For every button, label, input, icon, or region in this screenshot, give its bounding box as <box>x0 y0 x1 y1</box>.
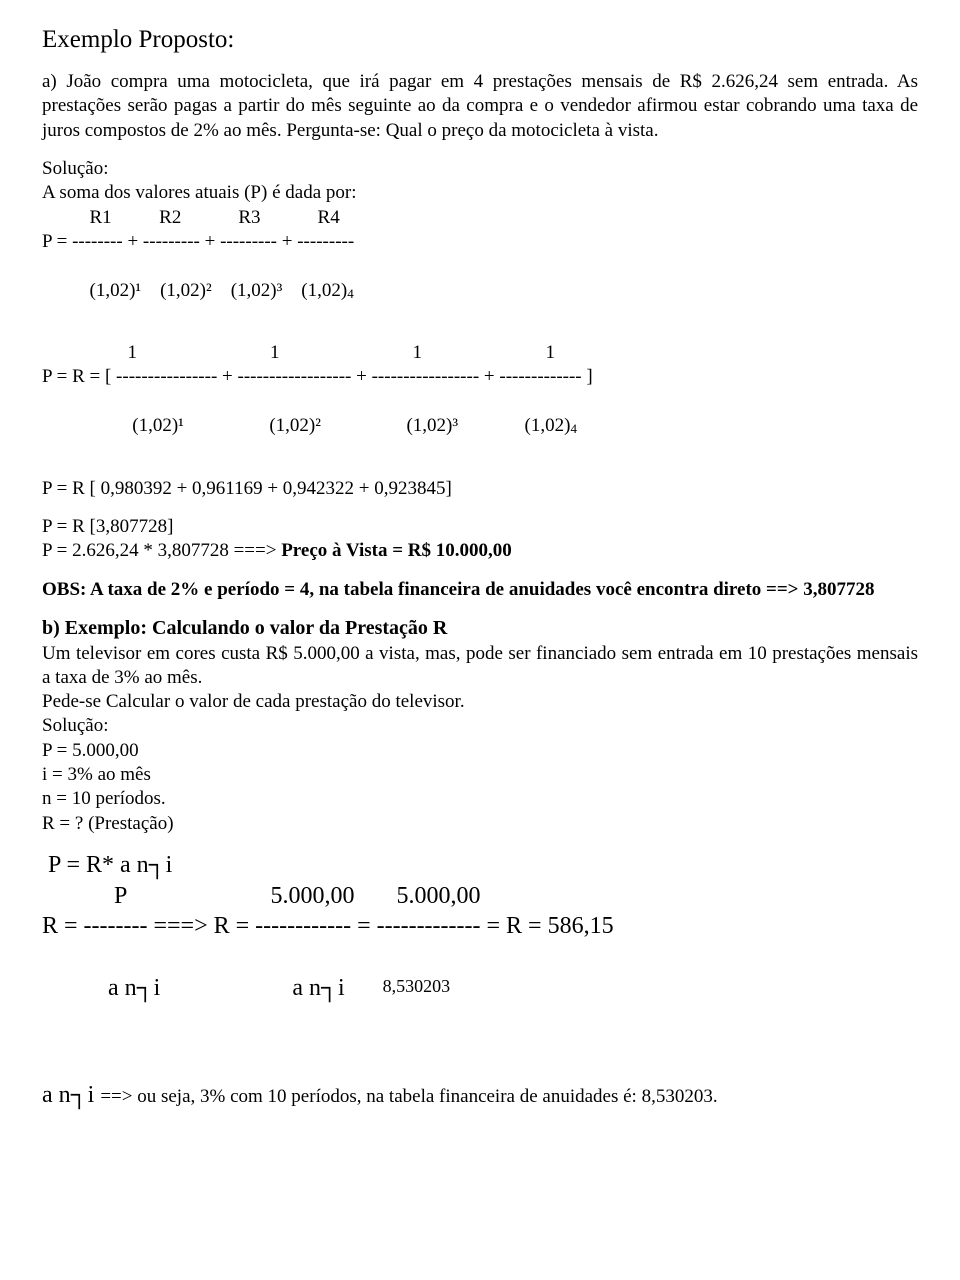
part-b-v2: i = 3% ao mês <box>42 763 918 787</box>
part-b-v1: P = 5.000,00 <box>42 739 918 763</box>
eq2-bot: a n┐i a n┐i8,530203 <box>42 942 918 1034</box>
eq-pfinal: P = 2.626,24 * 3,807728 ===> Preço à Vis… <box>42 539 918 563</box>
part-b-text: Um televisor em cores custa R$ 5.000,00 … <box>42 642 918 691</box>
eq2-top: P 5.000,00 5.000,00 <box>42 881 918 912</box>
solution-line1: A soma dos valores atuais (P) é dada por… <box>42 181 918 205</box>
eq-ones: 1 1 1 1 <box>42 341 918 365</box>
footnote: a n┐i ==> ou seja, 3% com 10 períodos, n… <box>42 1080 918 1111</box>
eq-pr38: P = R [3,807728] <box>42 515 918 539</box>
eq2-mid: R = -------- ===> R = ------------ = ---… <box>42 911 918 942</box>
eq-d-row: (1,02)¹ (1,02)² (1,02)³ (1,02)4 <box>42 254 918 327</box>
eq-d-row-sub: 4 <box>347 286 354 301</box>
eq-prr: P = R = [ ---------------- + -----------… <box>42 365 918 389</box>
part-b-sol-label: Solução: <box>42 714 918 738</box>
part-b-v3: n = 10 períodos. <box>42 787 918 811</box>
footnote-text: ==> ou seja, 3% com 10 períodos, na tabe… <box>100 1086 717 1107</box>
eq-prr-denom-text: (1,02)¹ (1,02)² (1,02)³ (1,02) <box>61 415 570 436</box>
eq-r-row: R1 R2 R3 R4 <box>42 206 918 230</box>
page-title: Exemplo Proposto: <box>42 24 918 56</box>
eq2-bot-b: 8,530203 <box>345 975 451 998</box>
eq-pr-numeric: P = R [ 0,980392 + 0,961169 + 0,942322 +… <box>42 477 918 501</box>
eq2-l1: P = R* a n┐i <box>42 850 918 881</box>
eq2-bot-a: a n┐i a n┐i <box>66 975 345 1001</box>
solution-label: Solução: <box>42 157 918 181</box>
part-b-text2: Pede-se Calcular o valor de cada prestaç… <box>42 690 918 714</box>
part-b-v4: R = ? (Prestação) <box>42 812 918 836</box>
eq-pfinal-b: Preço à Vista = R$ 10.000,00 <box>281 540 512 561</box>
problem-a-text: a) João compra uma motocicleta, que irá … <box>42 70 918 143</box>
footnote-symbol: a n┐i <box>42 1082 100 1108</box>
eq-p-row: P = -------- + --------- + --------- + -… <box>42 230 918 254</box>
eq-d-row-text: (1,02)¹ (1,02)² (1,02)³ (1,02) <box>61 280 347 301</box>
eq-prr-denom: (1,02)¹ (1,02)² (1,02)³ (1,02)4 <box>42 390 918 463</box>
part-b-heading: b) Exemplo: Calculando o valor da Presta… <box>42 616 918 642</box>
obs-note: OBS: A taxa de 2% e período = 4, na tabe… <box>42 578 918 602</box>
eq-prr-denom-sub: 4 <box>570 421 577 436</box>
eq-pfinal-a: P = 2.626,24 * 3,807728 ===> <box>42 540 281 561</box>
